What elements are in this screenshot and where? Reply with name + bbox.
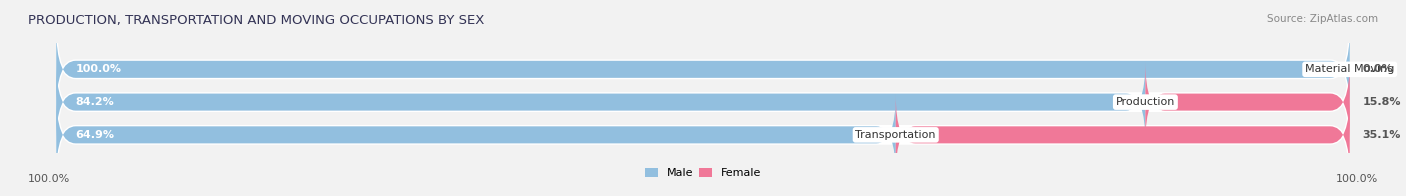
Text: PRODUCTION, TRANSPORTATION AND MOVING OCCUPATIONS BY SEX: PRODUCTION, TRANSPORTATION AND MOVING OC… bbox=[28, 14, 485, 27]
Legend: Male, Female: Male, Female bbox=[640, 163, 766, 182]
FancyBboxPatch shape bbox=[56, 62, 1146, 143]
Text: Transportation: Transportation bbox=[855, 130, 936, 140]
Text: Material Moving: Material Moving bbox=[1305, 64, 1395, 74]
Text: 15.8%: 15.8% bbox=[1362, 97, 1402, 107]
Text: 84.2%: 84.2% bbox=[76, 97, 114, 107]
Text: 35.1%: 35.1% bbox=[1362, 130, 1400, 140]
Text: 100.0%: 100.0% bbox=[1336, 174, 1378, 184]
Text: Source: ZipAtlas.com: Source: ZipAtlas.com bbox=[1267, 14, 1378, 24]
FancyBboxPatch shape bbox=[56, 29, 1350, 110]
FancyBboxPatch shape bbox=[896, 94, 1350, 175]
Text: 100.0%: 100.0% bbox=[76, 64, 122, 74]
Text: 0.0%: 0.0% bbox=[1362, 64, 1393, 74]
Text: Production: Production bbox=[1116, 97, 1175, 107]
FancyBboxPatch shape bbox=[56, 94, 1350, 175]
FancyBboxPatch shape bbox=[56, 94, 896, 175]
FancyBboxPatch shape bbox=[56, 62, 1350, 143]
Text: 100.0%: 100.0% bbox=[28, 174, 70, 184]
FancyBboxPatch shape bbox=[56, 29, 1350, 110]
FancyBboxPatch shape bbox=[1146, 62, 1350, 143]
Text: 64.9%: 64.9% bbox=[76, 130, 115, 140]
